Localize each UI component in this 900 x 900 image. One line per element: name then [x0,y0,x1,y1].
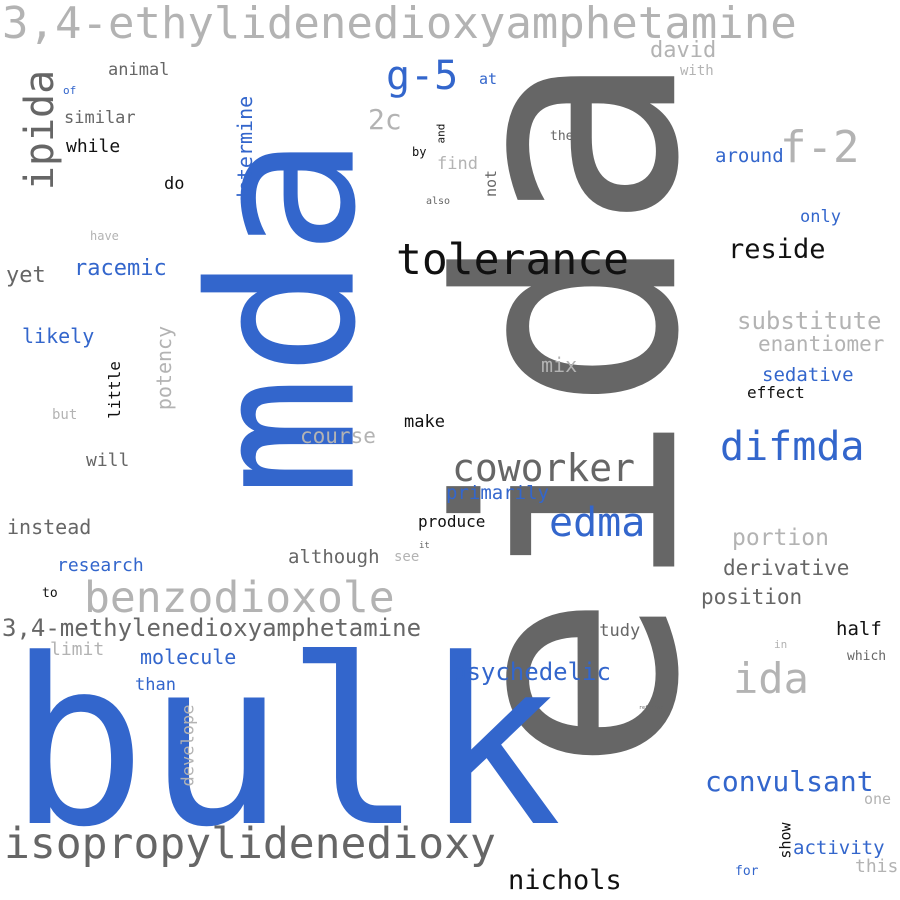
word: develope [178,704,199,787]
word: make [404,412,445,432]
word: this [855,856,899,877]
word: position [701,585,803,609]
word: tolerance [396,235,629,285]
word: primarily [446,482,549,504]
word: in [774,638,788,651]
word: benzodioxole [84,573,395,623]
word: instead [7,515,92,539]
word: but [52,407,78,423]
word: half [836,618,882,640]
word: at [479,70,498,88]
word: will [86,450,130,471]
word: by [412,145,427,159]
word: only [800,207,841,227]
word: it [419,541,430,551]
word: difmda [720,424,865,470]
word: show [776,822,795,859]
word: research [57,555,144,576]
word: reference [639,705,667,711]
word: molecule [140,645,237,669]
word: see [394,549,420,565]
word: although [288,546,380,568]
word: racemic [74,256,167,281]
word: psychedelic [452,658,611,686]
word: study [589,621,641,641]
word: animal [108,60,170,80]
word: portion [732,525,829,551]
word: not [482,169,501,198]
word: of [63,84,77,97]
word: mix [541,353,578,377]
word: course [300,424,376,448]
word: potency [152,325,177,411]
word: isopropylidenedioxy [4,819,496,869]
word: little [104,361,124,419]
word: for [735,864,759,879]
word: enantiomer [758,332,885,356]
word: f-2 [780,122,860,173]
word: produce [418,512,486,531]
word: reside [728,234,826,265]
word: while [66,136,121,157]
word: david [650,38,717,63]
word: which [847,649,887,664]
word: 3,4-methylenedioxyamphetamine [2,614,422,642]
word: to [42,586,58,601]
word: one [864,790,892,808]
word: around [715,145,784,167]
word: also [426,196,451,207]
word: limit [50,639,105,660]
word: ipida [17,69,64,191]
word: and [434,123,448,144]
word: 2c [368,103,402,136]
word: do [164,174,185,194]
word: activity [793,837,885,859]
word: the [550,129,574,144]
word: edma [549,500,646,546]
word: have [90,229,119,243]
word: determine [233,95,258,205]
word: g-5 [386,53,459,99]
word: than [135,675,176,695]
word: coworker [452,446,636,490]
word: convulsant [705,765,874,798]
word: likely [22,324,95,348]
word: derivative [723,556,850,580]
word: substitute [737,307,882,335]
word: sedative [762,364,854,386]
word: yet [6,263,46,288]
word: ida [733,654,809,703]
word: effect [747,383,805,402]
word: with [680,63,714,79]
word: nichols [508,865,622,896]
word: find [437,154,478,174]
word: 3,4-ethylidenedioxyamphetamine [2,0,797,49]
word: bulk [8,611,562,878]
word: similar [64,108,136,128]
